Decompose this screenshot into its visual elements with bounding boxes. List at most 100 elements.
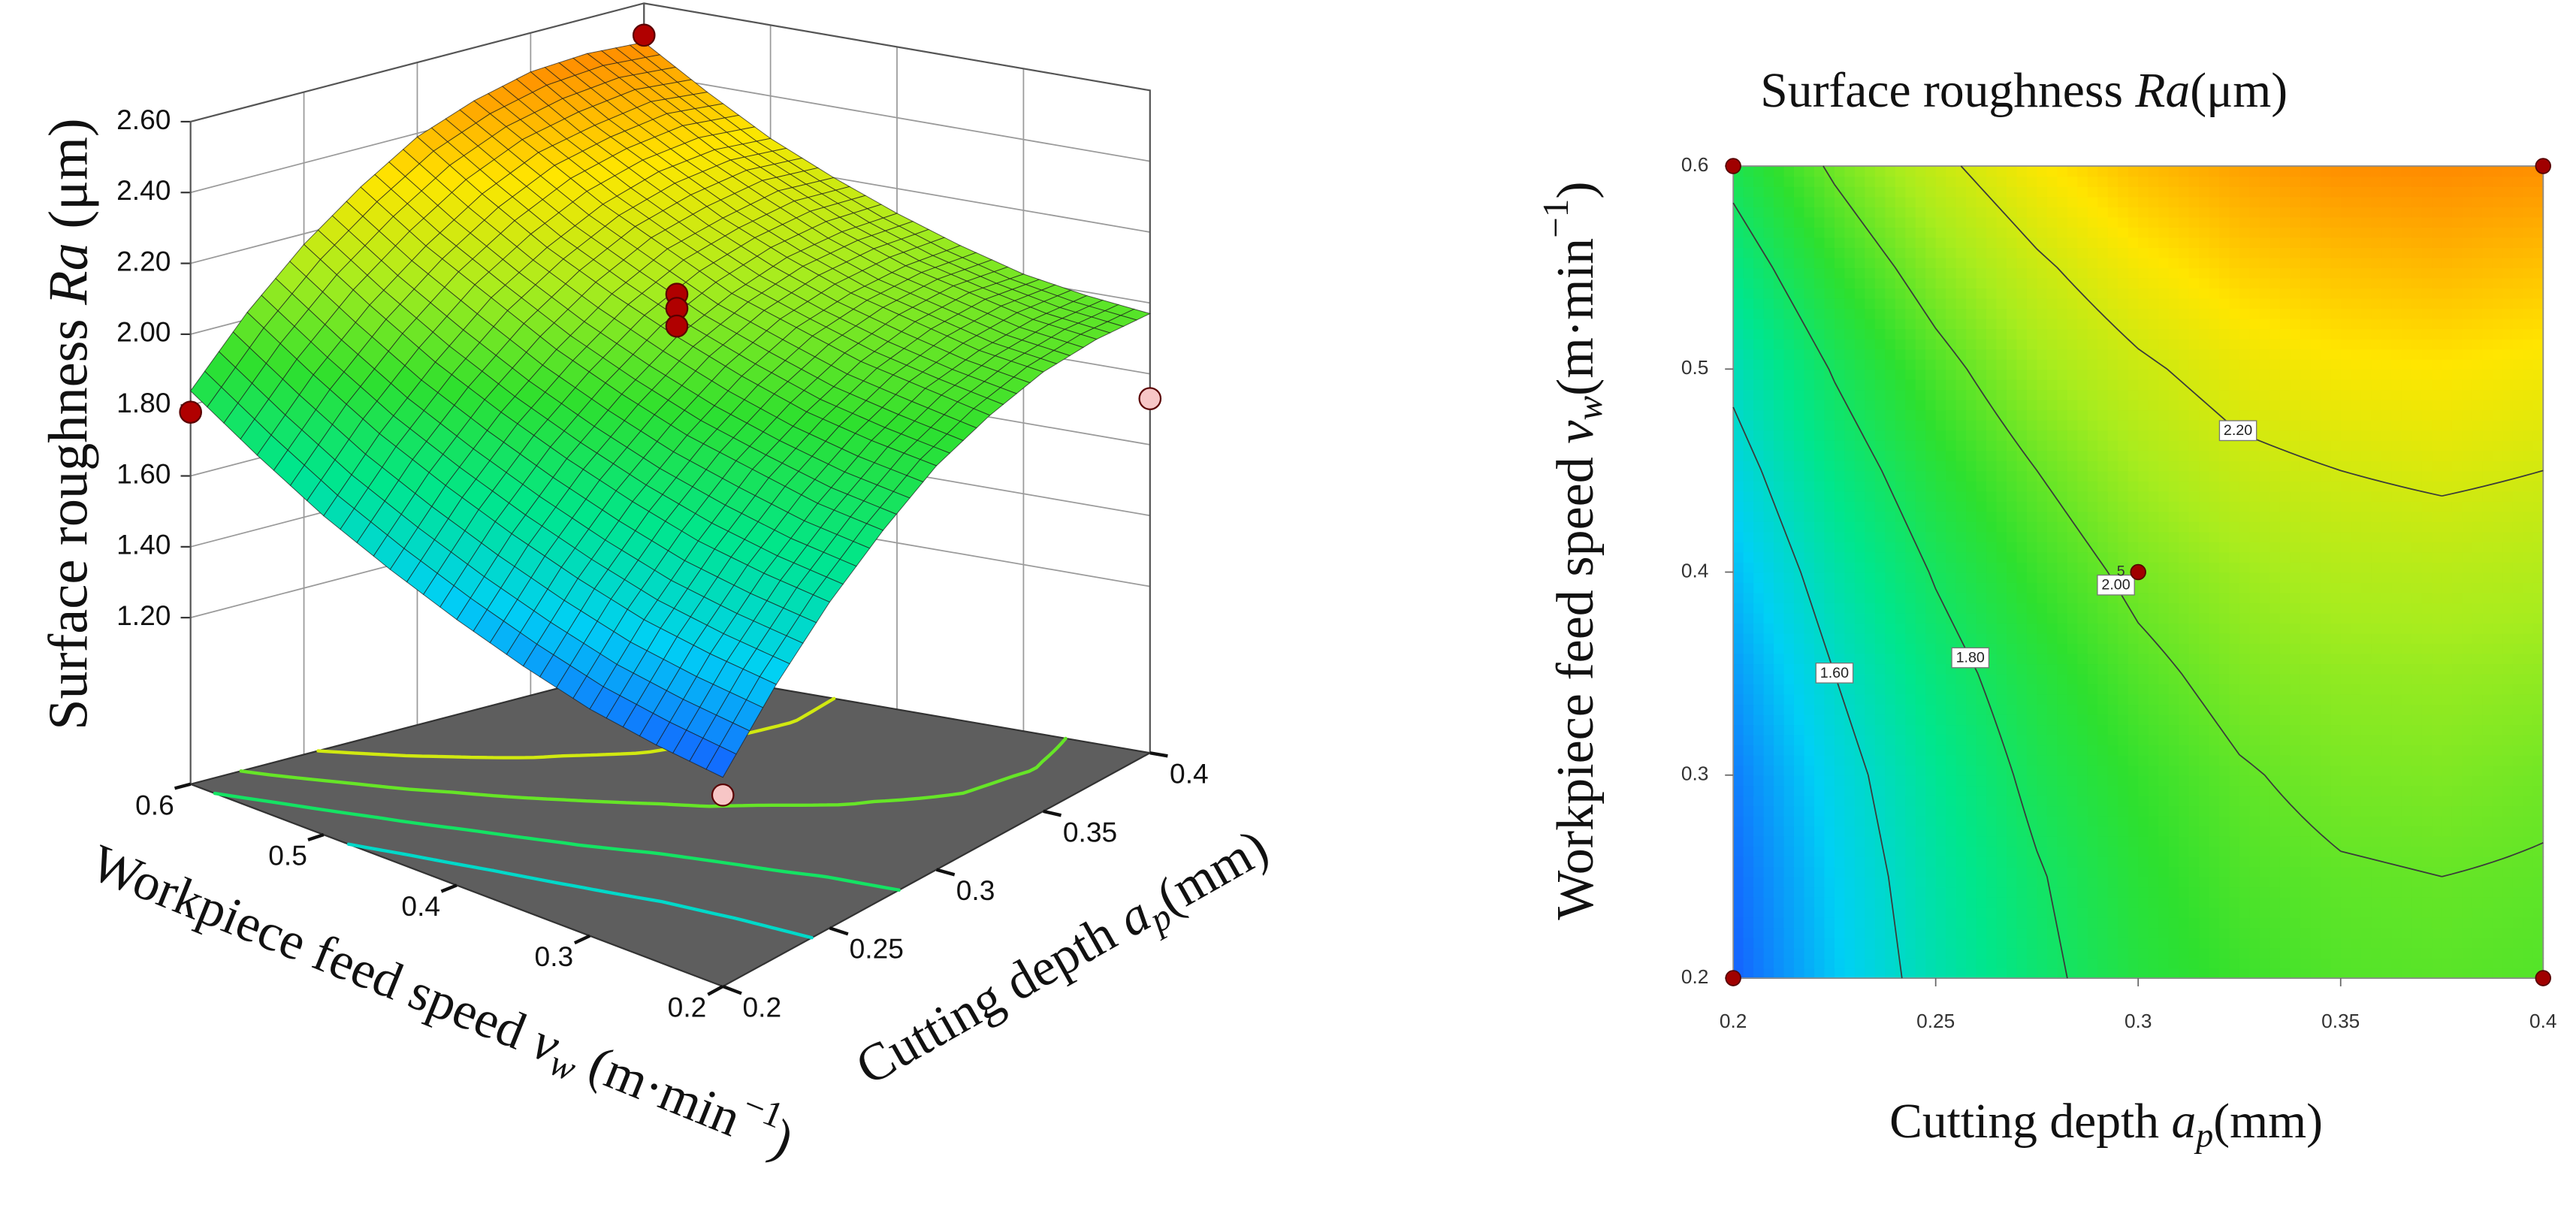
- heat-cell: [2360, 511, 2372, 522]
- heat-cell: [2472, 734, 2484, 746]
- heat-cell: [2472, 693, 2484, 705]
- heat-cell: [1966, 957, 1977, 969]
- heat-cell: [2492, 846, 2504, 857]
- heat-cell: [1774, 653, 1785, 665]
- heat-cell: [2168, 531, 2179, 542]
- heat-cell: [1753, 521, 1765, 533]
- heat-cell: [2199, 917, 2210, 929]
- heat-cell: [1763, 937, 1774, 949]
- heat-cell: [1763, 775, 1774, 787]
- heat-cell: [2411, 602, 2423, 614]
- heat-cell: [2532, 937, 2544, 949]
- heat-cell: [2502, 572, 2514, 583]
- heat-cell: [1986, 917, 1998, 929]
- heat-cell: [2502, 643, 2514, 654]
- heat-cell: [2502, 714, 2514, 726]
- heat-cell: [2462, 957, 2473, 969]
- heat-cell: [1743, 937, 1754, 949]
- heat-cell: [2472, 947, 2484, 959]
- heat-cell: [2442, 876, 2453, 888]
- heat-cell: [2219, 623, 2230, 634]
- heat-cell: [2351, 734, 2362, 746]
- heat-cell: [2128, 754, 2140, 766]
- heat-cell: [2492, 744, 2504, 756]
- heat-cell: [1865, 480, 1876, 492]
- heat-cell: [1774, 826, 1785, 837]
- heat-cell: [1844, 633, 1856, 644]
- tick-mark: [573, 934, 591, 945]
- heat-cell: [1986, 765, 1998, 776]
- heat-cell: [2097, 815, 2109, 827]
- heat-cell: [1854, 663, 1866, 675]
- heat-cell: [2432, 531, 2443, 542]
- heat-cell: [2432, 856, 2443, 868]
- heat-cell: [1793, 612, 1805, 624]
- heat-cell: [2188, 886, 2200, 898]
- heat-cell: [2523, 704, 2534, 715]
- heat-cell: [2421, 785, 2433, 796]
- heat-cell: [2340, 744, 2352, 756]
- heat-cell: [1763, 531, 1774, 542]
- heat-cell: [2087, 795, 2099, 807]
- heat-cell: [1813, 765, 1826, 776]
- heat-cell: [2269, 927, 2281, 938]
- heat-cell: [2482, 491, 2493, 502]
- heat-cell: [2401, 968, 2412, 979]
- heat-cell: [1793, 917, 1805, 929]
- heat-cell: [2249, 633, 2260, 644]
- heat-cell: [1783, 663, 1795, 675]
- heat-cell: [2492, 775, 2504, 787]
- heat-cell: [2016, 673, 2028, 685]
- heat-cell: [1743, 754, 1754, 766]
- heat-cell: [2512, 663, 2524, 675]
- heat-cell: [1996, 572, 2007, 583]
- heat-cell: [2097, 927, 2109, 938]
- heat-cell: [2310, 876, 2321, 888]
- heat-cell: [2087, 500, 2099, 512]
- heat-cell: [1834, 785, 1846, 796]
- heat-cell: [2523, 684, 2534, 695]
- heat-cell: [2310, 521, 2321, 533]
- heat-cell: [2340, 917, 2352, 929]
- heat-cell: [1996, 531, 2007, 542]
- heat-cell: [2442, 531, 2453, 542]
- heat-cell: [2269, 541, 2281, 553]
- heat-cell: [1885, 765, 1896, 776]
- heat-cell: [2148, 917, 2160, 929]
- heat-cell: [2502, 623, 2514, 634]
- heat-cell: [2148, 835, 2160, 847]
- heat-cell: [2077, 653, 2088, 665]
- heat-cell: [2168, 866, 2179, 877]
- heat-cell: [2239, 795, 2251, 807]
- heat-cell: [1865, 835, 1876, 847]
- heat-cell: [1935, 815, 1947, 827]
- heat-cell: [2381, 582, 2392, 593]
- heat-cell: [1946, 673, 1957, 685]
- heat-cell: [2391, 623, 2402, 634]
- heat-cell: [2502, 785, 2514, 796]
- heat-cell: [2371, 846, 2382, 857]
- heat-cell: [1915, 734, 1927, 746]
- heat-cell: [2249, 886, 2260, 898]
- heat-cell: [2432, 500, 2443, 512]
- heat-cell: [1946, 693, 1957, 705]
- heat-cell: [1966, 896, 1977, 908]
- heat-cell: [2179, 876, 2190, 888]
- heat-cell: [2016, 582, 2028, 593]
- heat-cell: [2411, 724, 2423, 735]
- heat-cell: [2310, 684, 2321, 695]
- heat-cell: [1935, 775, 1947, 787]
- heat-cell: [2330, 734, 2342, 746]
- heat-cell: [2381, 724, 2392, 735]
- heat-cell: [1946, 582, 1957, 593]
- heat-cell: [2037, 744, 2048, 756]
- heat-cell: [2320, 907, 2332, 918]
- heat-cell: [1804, 744, 1815, 756]
- heat-cell: [2492, 653, 2504, 665]
- heat-cell: [2421, 633, 2433, 644]
- heat-cell: [2523, 785, 2534, 796]
- heat-cell: [1976, 480, 1987, 492]
- z-tick-label: 2.20: [116, 245, 171, 276]
- heat-cell: [1895, 866, 1907, 877]
- heat-cell: [1793, 876, 1805, 888]
